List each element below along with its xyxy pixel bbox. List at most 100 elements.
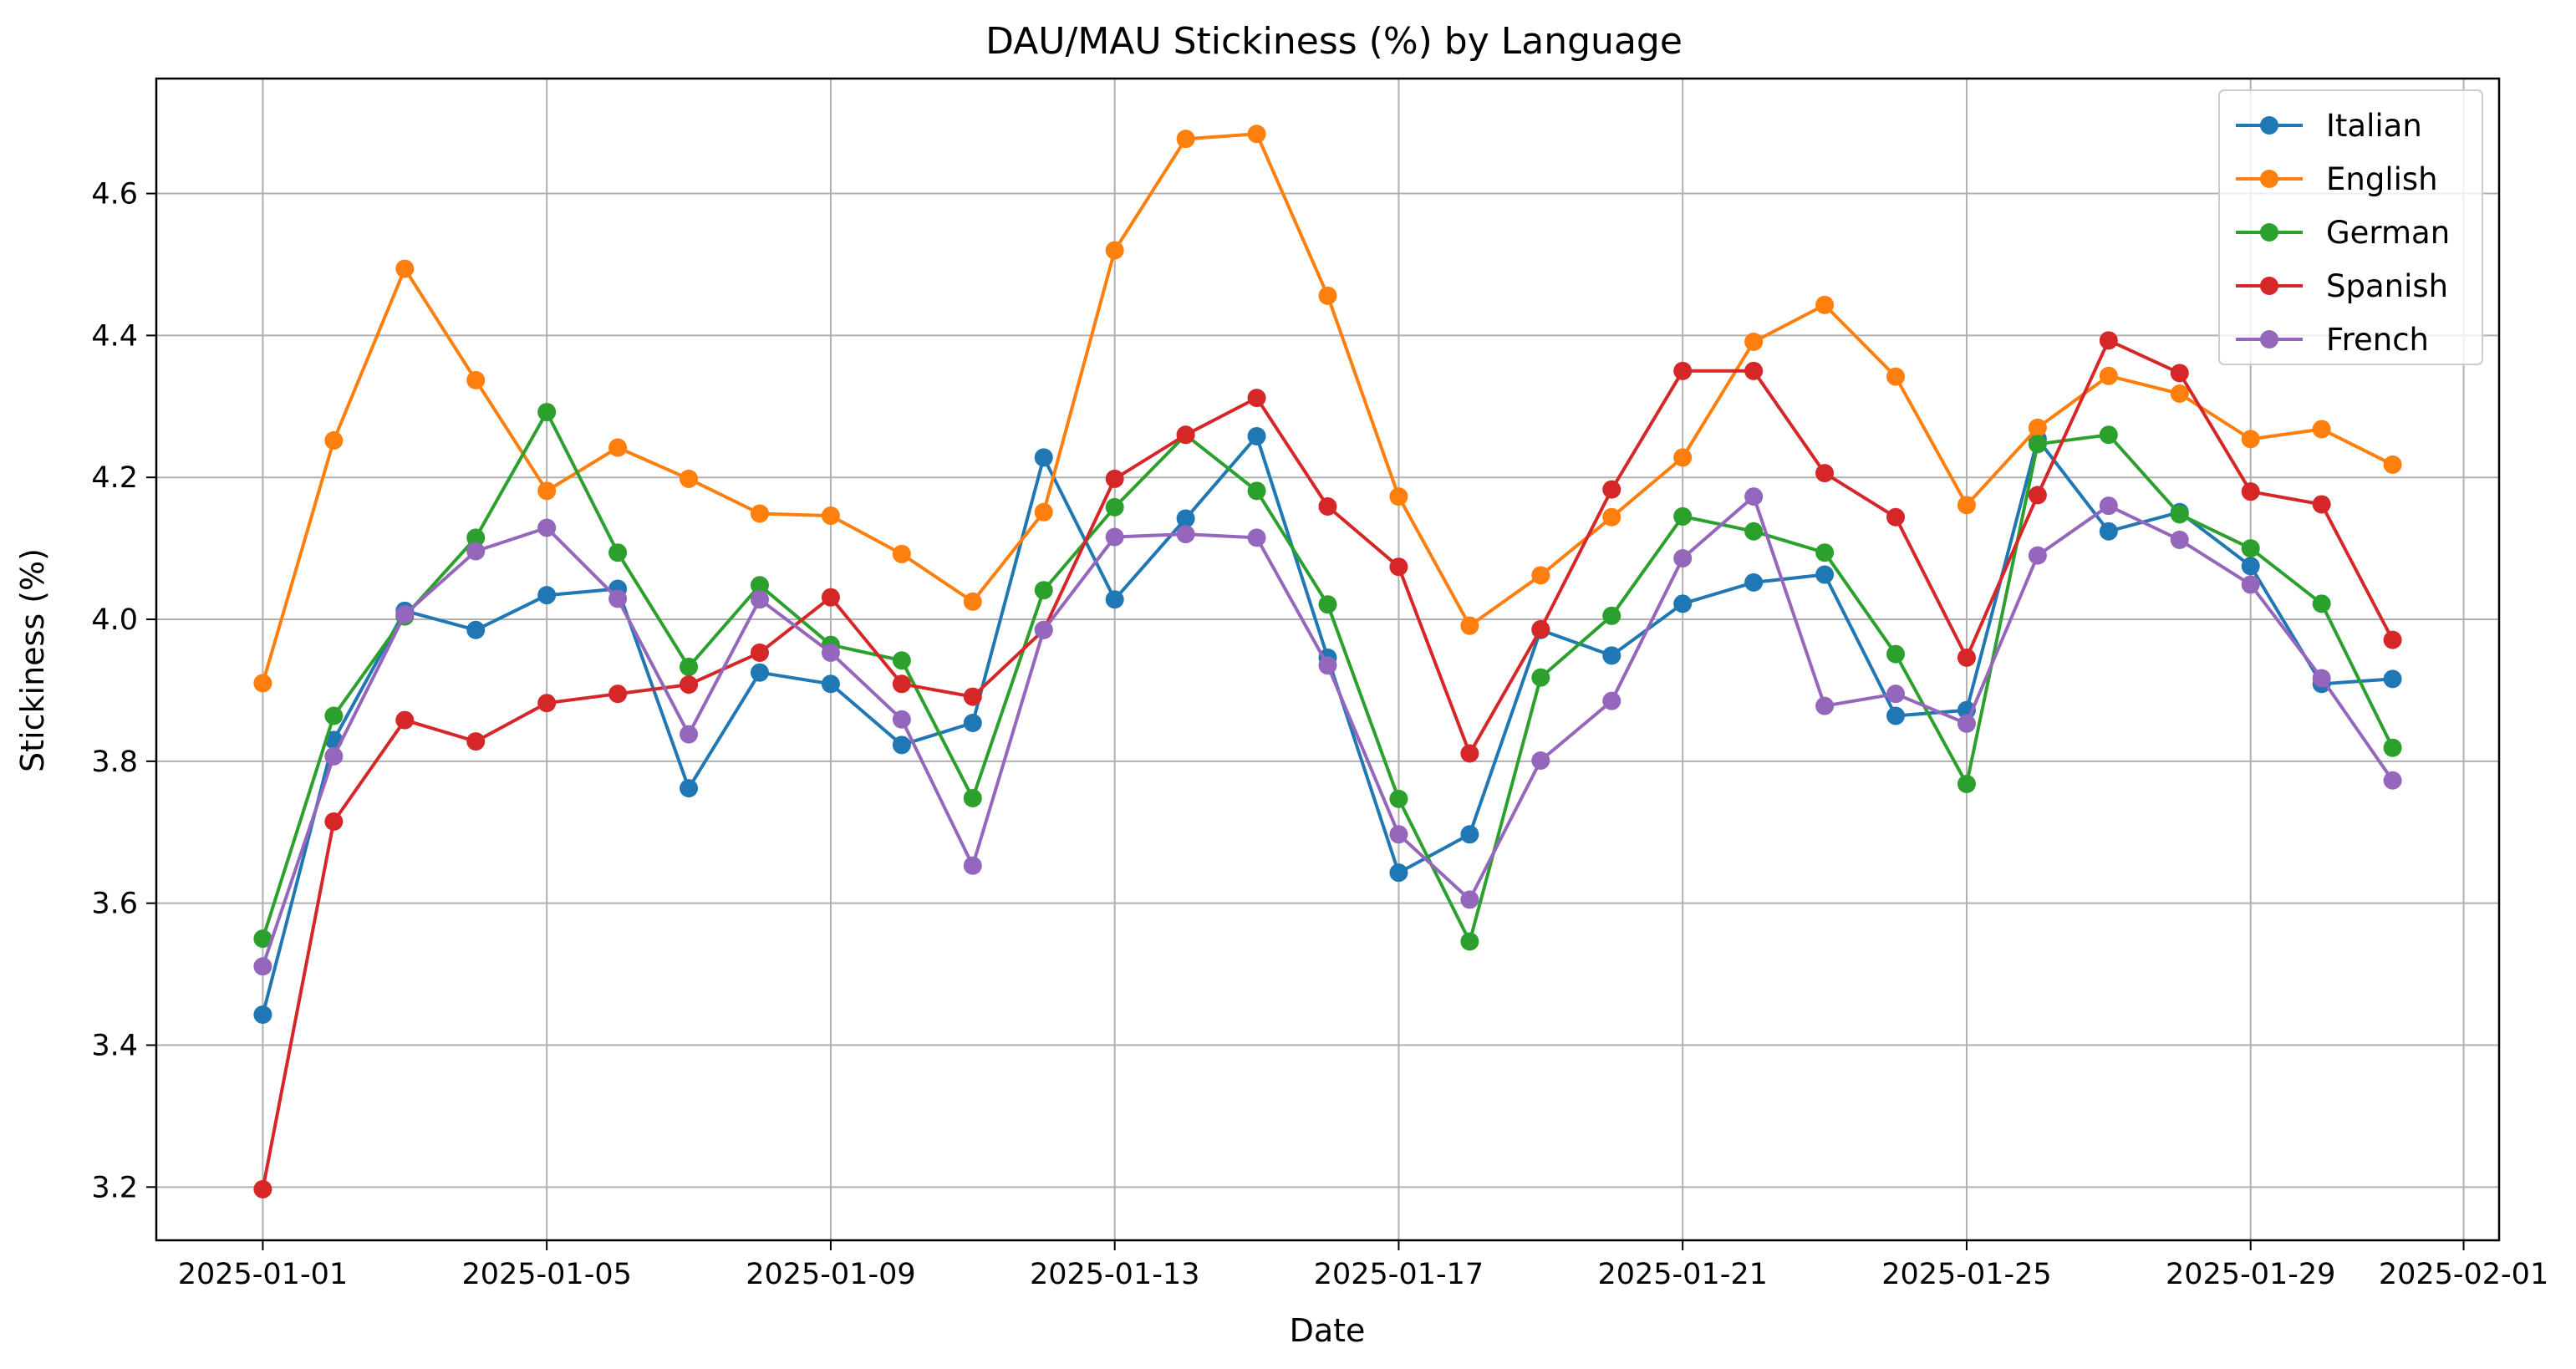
data-point-german [1886, 644, 1906, 664]
legend-item-french: French [2236, 322, 2429, 358]
data-point-english [253, 674, 272, 693]
data-point-french [1389, 825, 1408, 844]
data-point-english [1957, 496, 1976, 515]
data-point-italian [253, 1005, 272, 1024]
data-point-spanish [2383, 630, 2402, 649]
data-point-english [1815, 295, 1835, 314]
data-point-french [2312, 669, 2331, 688]
data-point-french [537, 518, 557, 537]
data-point-spanish [537, 694, 557, 713]
data-point-french [1460, 890, 1479, 909]
data-point-spanish [750, 643, 769, 662]
data-point-german [1105, 497, 1124, 517]
data-point-spanish [2241, 482, 2260, 501]
data-point-spanish [892, 674, 911, 694]
data-point-french [2383, 771, 2402, 790]
data-point-english [1673, 448, 1693, 467]
data-point-french [2170, 530, 2189, 549]
x-axis-label: Date [1290, 1312, 1366, 1349]
data-point-english [2241, 430, 2260, 449]
data-point-english [2312, 420, 2331, 439]
data-point-english [324, 431, 344, 450]
data-point-italian [1176, 509, 1195, 528]
data-point-italian [1602, 646, 1621, 665]
x-tick-label: 2025-01-17 [1314, 1258, 1484, 1291]
data-point-french [1815, 696, 1835, 715]
data-point-english [1602, 507, 1621, 527]
data-point-french [1673, 549, 1693, 568]
data-point-french [608, 589, 628, 608]
data-point-english [1318, 286, 1337, 305]
data-point-french [2241, 575, 2260, 594]
data-point-german [608, 543, 628, 562]
legend-swatch-marker [2260, 277, 2278, 295]
data-point-italian [1105, 590, 1124, 609]
data-point-french [1034, 620, 1053, 639]
data-point-english [1531, 566, 1550, 585]
data-point-english [2028, 418, 2047, 437]
legend-label: Spanish [2326, 268, 2448, 304]
legend-item-spanish: Spanish [2236, 268, 2448, 304]
data-point-english [1247, 125, 1266, 144]
data-point-german [1247, 481, 1266, 501]
data-point-spanish [2170, 364, 2189, 383]
data-point-italian [2099, 522, 2118, 541]
data-point-italian [892, 735, 911, 755]
data-point-italian [680, 779, 699, 798]
data-point-french [1318, 656, 1337, 675]
x-tick-label: 2025-02-01 [2379, 1258, 2548, 1291]
data-point-italian [1460, 825, 1479, 844]
data-point-spanish [1531, 619, 1550, 639]
y-tick-label: 3.2 [91, 1171, 138, 1204]
series-french [253, 487, 2402, 976]
data-point-german [1531, 668, 1550, 687]
data-point-french [1602, 691, 1621, 710]
data-point-french [324, 746, 344, 766]
y-axis-label: Stickiness (%) [14, 548, 51, 772]
data-point-french [466, 542, 486, 561]
data-point-german [2241, 539, 2260, 558]
x-tick-label: 2025-01-01 [178, 1258, 348, 1291]
data-point-english [395, 259, 415, 278]
y-tick-label: 3.4 [91, 1029, 138, 1062]
legend-label: German [2326, 215, 2450, 251]
plot-frame [155, 77, 2501, 1242]
data-point-english [2170, 384, 2189, 404]
data-point-german [2028, 435, 2047, 454]
data-point-spanish [1176, 425, 1195, 445]
series-english [253, 125, 2402, 693]
data-point-german [1744, 522, 1764, 541]
data-point-spanish [1389, 557, 1408, 577]
data-point-english [1460, 616, 1479, 635]
data-point-german [2099, 425, 2118, 445]
data-point-spanish [1673, 361, 1693, 380]
legend-swatch-marker [2260, 330, 2278, 349]
data-point-german [2383, 738, 2402, 757]
data-point-french [1886, 684, 1906, 704]
legend-label: French [2326, 322, 2429, 358]
y-tick-label: 4.0 [91, 603, 138, 637]
data-point-spanish [2099, 331, 2118, 350]
data-point-german [1318, 595, 1337, 614]
data-point-english [1176, 130, 1195, 149]
data-point-french [1744, 487, 1764, 506]
data-point-spanish [1815, 464, 1835, 483]
data-point-italian [1815, 565, 1835, 584]
data-point-spanish [1247, 389, 1266, 408]
data-point-spanish [963, 687, 982, 706]
x-tick-label: 2025-01-25 [1881, 1258, 2051, 1291]
data-point-german [963, 789, 982, 808]
data-point-italian [1744, 573, 1764, 592]
data-point-spanish [1957, 648, 1976, 667]
data-point-german [1389, 789, 1408, 808]
x-tick-label: 2025-01-05 [461, 1258, 631, 1291]
x-tick-label: 2025-01-13 [1030, 1258, 1199, 1291]
legend-label: Italian [2326, 108, 2422, 144]
data-point-french [1176, 525, 1195, 544]
legend-swatch-marker [2260, 116, 2278, 135]
data-point-german [750, 576, 769, 595]
y-tick-label: 4.6 [91, 178, 138, 211]
data-point-italian [821, 674, 840, 694]
data-point-spanish [608, 684, 628, 704]
